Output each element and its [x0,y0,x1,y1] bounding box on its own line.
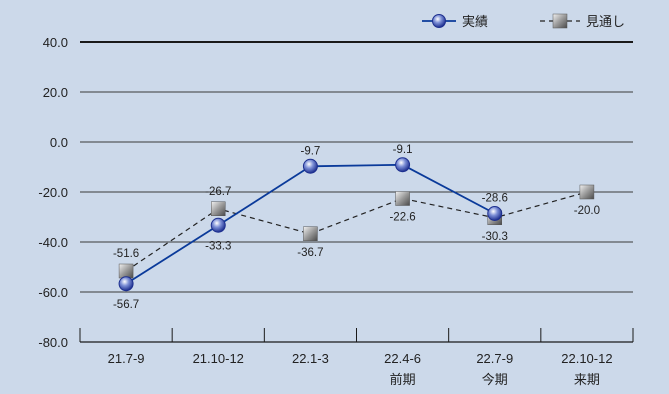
x-tick-label: 21.7-9 [108,351,145,366]
x-tick-label: 22.1-3 [292,351,329,366]
y-tick-label: -80.0 [38,335,68,350]
grid-lines [80,41,633,293]
tick-labels: 40.0 20.0 0.0 -20.0 -40.0 -60.0 -80.0 21.7-9 21.… [38,35,612,387]
actual-point [395,157,411,173]
data-labels: -56.7 -33.3 -9.7 -9.1 -28.6 -51.6 -26.7 -36.7 -2… [113,144,600,311]
forecast-point [303,226,318,241]
y-tick-label: 40.0 [43,35,68,50]
actual-point [302,158,318,174]
x-tick-label: 22.10-12 [561,351,612,366]
forecast-point [118,263,134,279]
forecast-data-label: -26.7 [205,186,231,198]
forecast-point [211,201,226,216]
legend-forecast-marker [552,13,568,29]
forecast-point [579,184,595,200]
y-tick-label: -20.0 [38,185,68,200]
x-tick-label: 22.7-9 [476,351,513,366]
forecast-data-label: -51.6 [113,248,139,260]
legend-actual-label: 実績 [462,14,488,30]
x-tick-label: 21.10-12 [193,351,244,366]
forecast-data-label: -30.3 [482,231,508,243]
x-tick-sublabel: 前期 [390,372,416,387]
series-line-forecast [125,191,588,272]
forecast-point [395,191,410,206]
actual-data-label: -9.1 [393,144,413,156]
series-layer [118,157,595,292]
actual-point [210,217,226,233]
legend-actual-marker [432,14,446,28]
actual-data-label: -9.7 [301,145,321,157]
y-tick-label: -40.0 [38,235,68,250]
forecast-data-label: -20.0 [574,205,600,217]
forecast-data-label: -36.7 [297,247,323,259]
x-tick-sublabel: 来期 [574,372,600,387]
x-tick-label: 22.4-6 [384,351,421,366]
forecast-data-label: -22.6 [389,212,415,224]
actual-data-label: -28.6 [482,193,508,205]
actual-data-label: -56.7 [113,299,139,311]
legend-forecast-label: 見通し [586,15,625,30]
y-tick-label: -60.0 [38,285,68,300]
y-tick-label: 20.0 [43,85,68,100]
actual-point [118,276,134,292]
y-tick-label: 0.0 [50,135,68,150]
x-tick-sublabel: 今期 [482,372,508,387]
axes [79,328,634,343]
actual-point [487,206,503,221]
actual-data-label: -33.3 [205,240,231,252]
legend: 実績 見通し [422,13,625,30]
